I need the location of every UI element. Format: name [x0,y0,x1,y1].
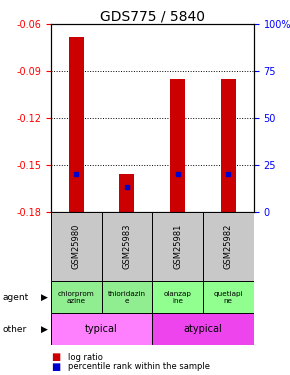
Text: GSM25980: GSM25980 [72,224,81,269]
Bar [152,313,254,345]
Text: thioridazin
e: thioridazin e [108,291,146,304]
Text: typical: typical [85,324,118,334]
Bar [102,212,152,281]
Text: GSM25983: GSM25983 [122,224,131,269]
Text: atypical: atypical [184,324,222,334]
Bar [51,212,102,281]
Text: olanzap
ine: olanzap ine [164,291,192,304]
Text: GSM25981: GSM25981 [173,224,182,269]
Text: ■: ■ [51,352,60,362]
Bar [203,281,254,313]
Text: log ratio: log ratio [68,352,103,362]
Title: GDS775 / 5840: GDS775 / 5840 [100,9,205,23]
Bar [221,79,236,212]
Bar [119,174,135,212]
Text: ▶: ▶ [41,293,48,302]
Bar [152,212,203,281]
Text: quetiapi
ne: quetiapi ne [213,291,243,304]
Text: ■: ■ [51,362,60,372]
Text: ▶: ▶ [41,325,48,334]
Bar [51,281,102,313]
Bar [203,212,254,281]
Text: other: other [3,325,27,334]
Text: GSM25982: GSM25982 [224,224,233,269]
Bar [68,37,84,212]
Text: agent: agent [3,293,29,302]
Bar [152,281,203,313]
Bar [170,79,185,212]
Bar [102,281,152,313]
Text: chlorprom
azine: chlorprom azine [58,291,95,304]
Bar [51,313,152,345]
Text: percentile rank within the sample: percentile rank within the sample [68,362,210,371]
